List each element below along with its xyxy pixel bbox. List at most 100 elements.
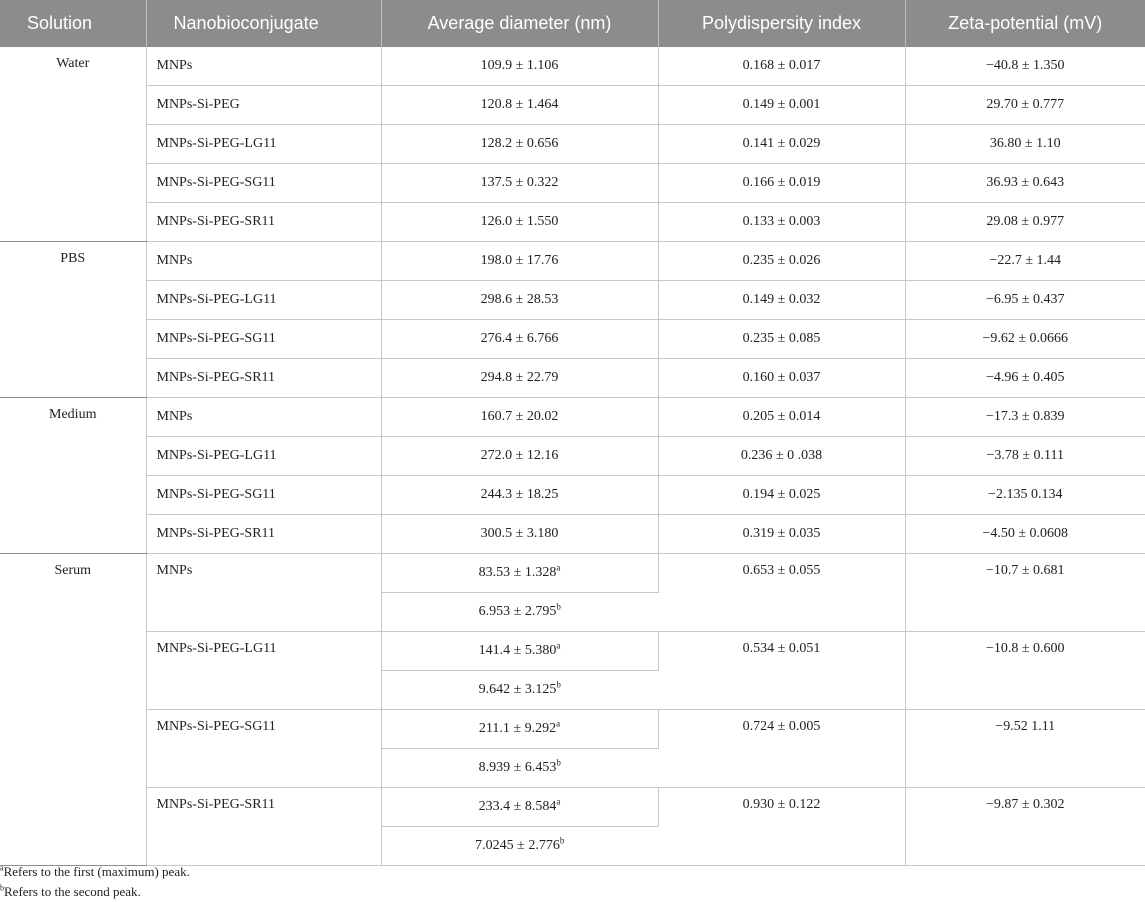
table-row: 9.642 ± 3.125b (0, 670, 1145, 710)
nanobioconjugate-cell: MNPs-Si-PEG (146, 85, 382, 125)
diameter-value: 6.953 ± 2.795 (478, 604, 557, 619)
diameter-cell: 83.53 ± 1.328a (381, 553, 659, 593)
pdi-cell: 0.724 ± 0.005 (658, 709, 906, 788)
table-row: MNPs-Si-PEG-LG11 298.6 ± 28.53 0.149 ± 0… (0, 280, 1145, 320)
pdi-cell: 0.194 ± 0.025 (658, 475, 906, 515)
diameter-cell: 198.0 ± 17.76 (381, 241, 659, 281)
table-row: 8.939 ± 6.453b (0, 748, 1145, 788)
nanobioconjugate-cell: MNPs (146, 553, 382, 632)
pdi-cell: 0.235 ± 0.026 (658, 241, 906, 281)
diameter-value: 9.642 ± 3.125 (478, 682, 557, 697)
zeta-cell: −4.96 ± 0.405 (905, 358, 1145, 398)
solution-cell: Medium (0, 397, 147, 554)
zeta-cell: −3.78 ± 0.111 (905, 436, 1145, 476)
footnote-mark-b: b (556, 679, 561, 690)
solution-cell: PBS (0, 241, 147, 398)
table-row: MNPs-Si-PEG-SR11 300.5 ± 3.180 0.319 ± 0… (0, 514, 1145, 554)
zeta-cell: −9.62 ± 0.0666 (905, 319, 1145, 359)
table-row: PBS MNPs 198.0 ± 17.76 0.235 ± 0.026 −22… (0, 241, 1145, 398)
table-row: MNPs-Si-PEG 120.8 ± 1.464 0.149 ± 0.001 … (0, 85, 1145, 125)
table-header: Solution Nanobioconjugate Average diamet… (0, 0, 1145, 47)
footnote-mark-b: b (556, 757, 561, 768)
footnote-mark-a: a (556, 562, 561, 573)
table-row: MNPs-Si-PEG-SR11 294.8 ± 22.79 0.160 ± 0… (0, 358, 1145, 398)
diameter-cell: 137.5 ± 0.322 (381, 163, 659, 203)
zeta-cell: −40.8 ± 1.350 (905, 47, 1145, 86)
footnote-a: aRefers to the first (maximum) peak. (0, 862, 190, 882)
diameter-cell: 9.642 ± 3.125b (381, 670, 658, 710)
table-row: MNPs-Si-PEG-SR11 126.0 ± 1.550 0.133 ± 0… (0, 202, 1145, 242)
diameter-cell: 120.8 ± 1.464 (381, 85, 659, 125)
pdi-cell: 0.235 ± 0.085 (658, 319, 906, 359)
diameter-value: 83.53 ± 1.328 (478, 565, 557, 580)
header-solution: Solution (0, 0, 147, 47)
table-row: MNPs-Si-PEG-SR11 233.4 ± 8.584a 0.930 ± … (0, 787, 1145, 866)
table-row: Water MNPs 109.9 ± 1.106 0.168 ± 0.017 −… (0, 47, 1145, 242)
nanobioconjugate-cell: MNPs-Si-PEG-LG11 (146, 124, 382, 164)
table-row: 6.953 ± 2.795b (0, 592, 1145, 632)
nanobioconjugate-cell: MNPs (146, 47, 382, 86)
pdi-cell: 0.930 ± 0.122 (658, 787, 906, 866)
pdi-cell: 0.141 ± 0.029 (658, 124, 906, 164)
zeta-cell: 36.93 ± 0.643 (905, 163, 1145, 203)
nanobioconjugate-cell: MNPs (146, 397, 382, 437)
table-body: Water MNPs 109.9 ± 1.106 0.168 ± 0.017 −… (0, 47, 1145, 866)
diameter-cell: 300.5 ± 3.180 (381, 514, 659, 554)
footnote-mark-a: a (556, 718, 561, 729)
diameter-value: 141.4 ± 5.380 (478, 643, 557, 658)
nanobioconjugate-cell: MNPs (146, 241, 382, 281)
zeta-cell: −6.95 ± 0.437 (905, 280, 1145, 320)
solution-cell: Water (0, 47, 147, 242)
footnote-b: bRefers to the second peak. (0, 882, 190, 902)
footnote-mark-a: a (0, 863, 4, 873)
diameter-cell: 6.953 ± 2.795b (381, 592, 658, 632)
pdi-cell: 0.160 ± 0.037 (658, 358, 906, 398)
table-row: Serum MNPs 83.53 ± 1.328a 0.653 ± 0.055 … (0, 553, 1145, 866)
diameter-cell: 128.2 ± 0.656 (381, 124, 659, 164)
nanoparticle-table: Solution Nanobioconjugate Average diamet… (0, 0, 1145, 866)
pdi-cell: 0.205 ± 0.014 (658, 397, 906, 437)
footnote-text: Refers to the first (maximum) peak. (3, 864, 190, 879)
footnote-mark-b: b (0, 883, 4, 893)
diameter-cell: 233.4 ± 8.584a (381, 787, 659, 827)
diameter-cell: 7.0245 ± 2.776b (381, 826, 658, 866)
diameter-cell: 141.4 ± 5.380a (381, 631, 659, 671)
diameter-value: 211.1 ± 9.292 (478, 721, 557, 736)
table-row: MNPs-Si-PEG-SG11 137.5 ± 0.322 0.166 ± 0… (0, 163, 1145, 203)
zeta-cell: −10.8 ± 0.600 (905, 631, 1145, 710)
nanobioconjugate-cell: MNPs-Si-PEG-SR11 (146, 787, 382, 866)
pdi-cell: 0.149 ± 0.001 (658, 85, 906, 125)
header-row: Solution Nanobioconjugate Average diamet… (0, 0, 1145, 47)
footnote-mark-b: b (556, 601, 561, 612)
nanobioconjugate-cell: MNPs-Si-PEG-SG11 (146, 709, 382, 788)
diameter-cell: 298.6 ± 28.53 (381, 280, 659, 320)
zeta-cell: 29.08 ± 0.977 (905, 202, 1145, 242)
header-nanobioconjugate: Nanobioconjugate (146, 0, 382, 47)
header-pdi: Polydispersity index (658, 0, 906, 47)
table-row: MNPs-Si-PEG-LG11 272.0 ± 12.16 0.236 ± 0… (0, 436, 1145, 476)
footnote-mark-a: a (556, 640, 561, 651)
zeta-cell: −2.135 0.134 (905, 475, 1145, 515)
diameter-value: 8.939 ± 6.453 (478, 760, 557, 775)
nanobioconjugate-cell: MNPs-Si-PEG-LG11 (146, 280, 382, 320)
diameter-cell: 8.939 ± 6.453b (381, 748, 658, 788)
pdi-cell: 0.319 ± 0.035 (658, 514, 906, 554)
table-row: MNPs-Si-PEG-SG11 276.4 ± 6.766 0.235 ± 0… (0, 319, 1145, 359)
diameter-cell: 272.0 ± 12.16 (381, 436, 659, 476)
diameter-cell: 276.4 ± 6.766 (381, 319, 659, 359)
pdi-cell: 0.168 ± 0.017 (658, 47, 906, 86)
nanobioconjugate-cell: MNPs-Si-PEG-LG11 (146, 436, 382, 476)
zeta-cell: 29.70 ± 0.777 (905, 85, 1145, 125)
zeta-cell: −9.52 1.11 (905, 709, 1145, 788)
diameter-cell: 211.1 ± 9.292a (381, 709, 659, 749)
footnote-text: Refers to the second peak. (4, 884, 141, 899)
zeta-cell: −9.87 ± 0.302 (905, 787, 1145, 866)
diameter-cell: 294.8 ± 22.79 (381, 358, 659, 398)
pdi-cell: 0.534 ± 0.051 (658, 631, 906, 710)
zeta-cell: −17.3 ± 0.839 (905, 397, 1145, 437)
table-row: MNPs-Si-PEG-SG11 244.3 ± 18.25 0.194 ± 0… (0, 475, 1145, 515)
pdi-cell: 0.236 ± 0 .038 (658, 436, 906, 476)
diameter-cell: 109.9 ± 1.106 (381, 47, 659, 86)
header-zeta: Zeta-potential (mV) (905, 0, 1145, 47)
zeta-cell: −22.7 ± 1.44 (905, 241, 1145, 281)
